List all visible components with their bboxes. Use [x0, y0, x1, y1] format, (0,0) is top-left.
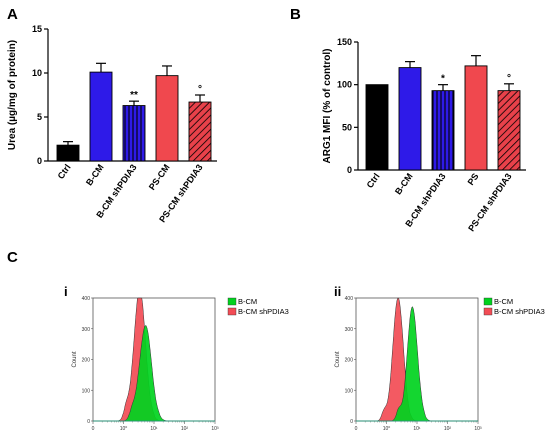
y-tick-label: 5 — [37, 112, 42, 122]
y-tick-label: 100 — [82, 388, 91, 394]
y-axis-label: ARG1 MFI (% of control) — [322, 49, 333, 164]
legend-swatch-1 — [227, 307, 237, 316]
panel-label-a: A — [7, 6, 18, 23]
y-tick-label: 300 — [82, 327, 91, 333]
category-label-3: PS — [466, 171, 481, 187]
legend-swatch-1 — [483, 307, 493, 316]
x-tick-label: 10¹ — [413, 426, 421, 432]
y-tick-label: 0 — [37, 156, 42, 166]
x-tick-label: 0 — [355, 426, 358, 432]
bar-2 — [122, 105, 146, 162]
y-tick-label: 200 — [345, 358, 354, 364]
histogram-ii: 0 100 200 300 400 0 10⁰ 10¹ 10² 10³ Count B-CMB-CM … — [335, 296, 545, 432]
y-tick-label: 15 — [32, 24, 42, 34]
significance-mark-4: ° — [507, 73, 511, 84]
y-tick-label: 0 — [350, 419, 353, 425]
significance-mark-2: * — [441, 74, 445, 85]
significance-mark-2: ** — [130, 90, 138, 101]
y-tick-label: 400 — [345, 296, 354, 302]
y-tick-label: 0 — [347, 165, 352, 175]
bar-1 — [398, 67, 422, 171]
legend-swatch-0 — [483, 297, 493, 306]
x-tick-label: 10³ — [211, 426, 219, 432]
y-axis-label: Count — [335, 351, 341, 367]
category-label-0: Ctrl — [365, 171, 382, 189]
bar-0 — [365, 84, 389, 171]
y-axis-label: Count — [72, 351, 78, 367]
panel-label-c-i: i — [64, 284, 68, 299]
histogram-i: 0 100 200 300 400 0 10⁰ 10¹ 10² 10³ Count B-CMB-CM … — [72, 296, 289, 432]
significance-mark-4: ° — [198, 84, 202, 95]
legend-label-0: B-CM — [238, 297, 257, 306]
legend-label-1: B-CM shPDIA3 — [494, 307, 545, 316]
bar-chart-arg1: 0 50 100 150 ARG1 MFI (% of control) Ctrl B-CM… — [322, 37, 526, 233]
y-tick-label: 300 — [345, 327, 354, 333]
panel-label-c: C — [7, 249, 18, 266]
x-tick-label: 0 — [92, 426, 95, 432]
legend-swatch-0 — [227, 297, 237, 306]
category-label-1: B-CM — [84, 162, 106, 187]
bar-1 — [89, 71, 113, 162]
y-tick-label: 50 — [342, 122, 352, 132]
x-tick-label: 10⁰ — [383, 426, 391, 432]
bar-3 — [464, 65, 488, 171]
y-tick-label: 150 — [337, 37, 352, 47]
category-label-1: B-CM — [393, 171, 415, 196]
y-tick-label: 200 — [82, 358, 91, 364]
panel-label-b: B — [290, 6, 301, 23]
bar-4 — [497, 90, 521, 171]
x-tick-label: 10⁰ — [120, 426, 128, 432]
bar-4 — [188, 101, 212, 162]
legend-label-0: B-CM — [494, 297, 513, 306]
category-label-3: PS-CM — [147, 162, 172, 191]
y-tick-label: 100 — [345, 388, 354, 394]
bar-0 — [56, 144, 80, 162]
y-axis-label: Urea (µg/mg of protein) — [7, 40, 18, 150]
y-tick-label: 10 — [32, 68, 42, 78]
panel-label-c-ii: ii — [334, 284, 341, 299]
x-tick-label: 10² — [181, 426, 189, 432]
x-tick-label: 10² — [444, 426, 452, 432]
y-tick-label: 400 — [82, 296, 91, 302]
y-tick-label: 0 — [87, 419, 90, 425]
x-tick-label: 10³ — [474, 426, 482, 432]
bar-3 — [155, 75, 179, 162]
x-tick-label: 10¹ — [150, 426, 158, 432]
y-tick-label: 100 — [337, 80, 352, 90]
legend-label-1: B-CM shPDIA3 — [238, 307, 289, 316]
category-label-0: Ctrl — [56, 162, 73, 180]
bar-2 — [431, 90, 455, 171]
